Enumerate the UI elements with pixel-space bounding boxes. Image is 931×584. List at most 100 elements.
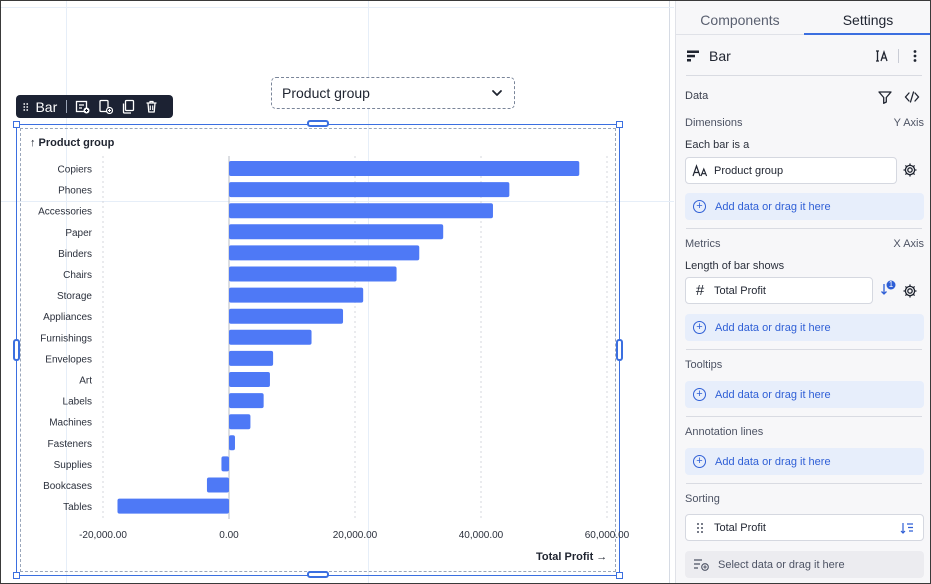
bar bbox=[229, 393, 264, 409]
bar bbox=[229, 350, 274, 366]
select-data-label: Select data or drag it here bbox=[718, 558, 845, 571]
settings-panel: Components Settings Bar Data Dimensions … bbox=[675, 1, 930, 583]
dimension-field-label: Product group bbox=[714, 164, 784, 177]
dimension-settings-gear-icon[interactable] bbox=[902, 162, 918, 178]
dimension-field[interactable]: Product group bbox=[685, 157, 897, 184]
category-label: Appliances bbox=[43, 312, 92, 323]
add-data-label: Add data or drag it here bbox=[715, 200, 831, 213]
text-type-icon bbox=[692, 163, 708, 179]
tab-settings[interactable]: Settings bbox=[804, 1, 930, 35]
resize-handle-top-right[interactable] bbox=[616, 121, 623, 128]
chevron-down-icon bbox=[492, 90, 502, 96]
canvas-grid-line bbox=[1, 7, 674, 8]
metric-settings-gear-icon[interactable] bbox=[902, 283, 918, 299]
add-to-library-icon[interactable] bbox=[75, 99, 90, 115]
sort-order-badge: 1 bbox=[888, 280, 894, 289]
tab-components[interactable]: Components bbox=[700, 12, 780, 28]
duplicate-icon[interactable] bbox=[98, 99, 113, 115]
canvas-grid-line bbox=[66, 1, 67, 583]
resize-handle-right[interactable] bbox=[616, 339, 623, 361]
bar bbox=[206, 477, 229, 493]
sort-field-label: Total Profit bbox=[714, 521, 766, 534]
data-section-label: Data bbox=[685, 90, 709, 102]
canvas[interactable]: Product group Bar bbox=[1, 1, 674, 583]
copy-icon[interactable] bbox=[121, 99, 136, 115]
divider bbox=[686, 349, 922, 350]
bar bbox=[229, 308, 344, 324]
filter-icon[interactable] bbox=[877, 89, 893, 105]
x-tick-label: 0.00 bbox=[219, 530, 239, 541]
component-toolbar: Bar bbox=[16, 95, 173, 118]
category-label: Furnishings bbox=[40, 333, 92, 344]
canvas-grid-line bbox=[1, 201, 674, 202]
add-circle-icon: + bbox=[693, 200, 706, 213]
resize-handle-top-left[interactable] bbox=[13, 121, 20, 128]
component-type-label: Bar bbox=[35, 98, 58, 115]
bar bbox=[229, 224, 444, 240]
bar bbox=[229, 372, 270, 387]
bar bbox=[229, 287, 364, 303]
code-icon[interactable] bbox=[904, 89, 920, 105]
add-sort-button[interactable]: Select data or drag it here bbox=[685, 551, 924, 578]
text-style-icon[interactable] bbox=[873, 48, 889, 64]
metrics-axis-label: X Axis bbox=[893, 238, 924, 250]
category-label: Copiers bbox=[58, 165, 92, 176]
category-label: Chairs bbox=[63, 270, 92, 281]
category-label: Accessories bbox=[38, 207, 92, 218]
bar bbox=[229, 435, 235, 451]
add-data-label: Add data or drag it here bbox=[715, 388, 831, 401]
bar bbox=[229, 414, 251, 430]
category-label: Fasteners bbox=[48, 439, 92, 450]
drag-handle-icon[interactable] bbox=[22, 100, 29, 114]
sort-field[interactable]: Total Profit bbox=[685, 514, 924, 541]
metric-field-label: Total Profit bbox=[714, 284, 766, 297]
category-label: Binders bbox=[58, 249, 92, 260]
divider bbox=[686, 228, 922, 229]
sorting-label: Sorting bbox=[685, 493, 720, 505]
x-tick-label: 20,000.00 bbox=[333, 530, 378, 541]
panel-tabs: Components Settings bbox=[676, 1, 930, 35]
add-dimension-button[interactable]: + Add data or drag it here bbox=[685, 193, 924, 220]
y-axis-title: ↑ Product group bbox=[30, 137, 115, 149]
resize-handle-bottom[interactable] bbox=[307, 571, 329, 578]
add-annotation-button[interactable]: + Add data or drag it here bbox=[685, 448, 924, 475]
add-tooltip-button[interactable]: + Add data or drag it here bbox=[685, 381, 924, 408]
category-label: Bookcases bbox=[43, 481, 92, 492]
annotation-lines-label: Annotation lines bbox=[685, 426, 764, 438]
toolbar-divider bbox=[66, 100, 67, 113]
drag-handle-icon[interactable] bbox=[692, 520, 708, 536]
bar-chart: Copiers Phones Accessories Paper Binders Chai… bbox=[38, 156, 630, 541]
add-metric-button[interactable]: + Add data or drag it here bbox=[685, 314, 924, 341]
resize-handle-bottom-right[interactable] bbox=[616, 572, 623, 579]
number-type-icon: # bbox=[695, 282, 705, 299]
resize-handle-left[interactable] bbox=[13, 339, 20, 361]
bar bbox=[229, 329, 312, 345]
each-bar-label: Each bar is a bbox=[685, 139, 750, 151]
resize-handle-top[interactable] bbox=[307, 120, 329, 127]
metrics-label: Metrics bbox=[685, 238, 721, 250]
bar bbox=[229, 182, 510, 198]
sort-descending-icon[interactable]: 1 bbox=[878, 280, 896, 297]
header-divider bbox=[898, 49, 899, 63]
more-options-icon[interactable] bbox=[908, 48, 922, 64]
bar bbox=[229, 203, 493, 219]
add-sort-icon bbox=[694, 558, 709, 571]
product-group-dropdown[interactable]: Product group bbox=[271, 77, 515, 109]
sort-direction-icon[interactable] bbox=[899, 520, 915, 536]
delete-icon[interactable] bbox=[144, 99, 159, 115]
metric-field[interactable]: # Total Profit bbox=[685, 277, 873, 304]
bar bbox=[229, 266, 397, 282]
dimensions-axis-label: Y Axis bbox=[893, 117, 924, 129]
category-label: Labels bbox=[63, 397, 92, 408]
divider bbox=[686, 483, 922, 484]
dropdown-label: Product group bbox=[282, 85, 370, 101]
bar-chart-icon bbox=[687, 50, 699, 62]
x-axis-title: Total Profit → bbox=[536, 551, 608, 563]
divider bbox=[686, 416, 922, 417]
category-label: Storage bbox=[57, 291, 92, 302]
bar bbox=[229, 161, 580, 176]
category-label: Envelopes bbox=[45, 354, 92, 365]
resize-handle-bottom-left[interactable] bbox=[13, 572, 20, 579]
x-tick-label: -20,000.00 bbox=[79, 530, 127, 541]
